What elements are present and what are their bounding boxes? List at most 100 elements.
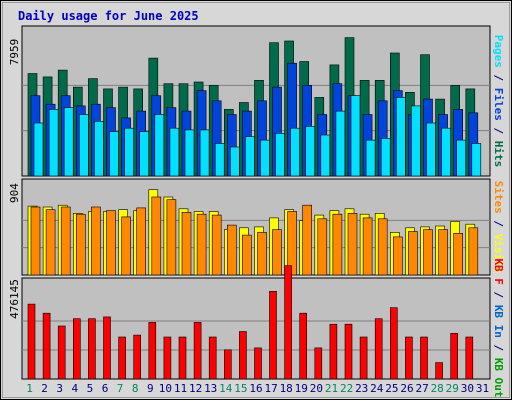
legend-item: / xyxy=(492,214,505,234)
bar-sites-day-15 xyxy=(242,234,252,276)
x-tick-label: 18 xyxy=(280,382,293,395)
x-tick-label: 23 xyxy=(355,382,368,395)
bar-sites-day-2 xyxy=(45,209,56,276)
legend-item: KB In xyxy=(492,305,505,338)
bar-kbf-day-21 xyxy=(329,323,338,380)
x-tick-label: 27 xyxy=(415,382,428,395)
bar-sites-day-18 xyxy=(287,211,297,276)
bar-sites-day-9 xyxy=(151,196,162,276)
bar-pages-day-19 xyxy=(305,126,316,177)
bar-kbf-day-1 xyxy=(27,303,36,380)
bar-pages-day-18 xyxy=(290,127,300,177)
bar-pages-day-30 xyxy=(471,143,482,177)
legend-item: Hits xyxy=(492,141,505,168)
panel-kb-legend: KB F / KB In / KB Out xyxy=(492,258,505,397)
bar-sites-day-12 xyxy=(196,213,207,276)
x-tick-label: 12 xyxy=(189,382,202,395)
panel-hits-bars xyxy=(22,37,490,177)
bar-kbf-day-23 xyxy=(359,336,368,380)
bar-pages-day-1 xyxy=(33,122,44,177)
x-tick-label: 15 xyxy=(234,382,247,395)
bar-pages-day-7 xyxy=(124,127,134,177)
bar-pages-day-14 xyxy=(230,146,240,177)
x-tick-label: 8 xyxy=(132,382,139,395)
bar-kbf-day-7 xyxy=(118,336,126,380)
x-tick-label: 5 xyxy=(87,382,94,395)
bar-pages-day-16 xyxy=(260,139,270,177)
bar-kbf-day-13 xyxy=(208,336,217,380)
x-tick-label: 3 xyxy=(56,382,63,395)
bar-sites-day-6 xyxy=(106,210,116,276)
panel-hits-legend: Pages / Files / Hits xyxy=(492,35,505,168)
bar-kbf-day-19 xyxy=(299,312,308,380)
bar-kbf-day-4 xyxy=(73,318,81,380)
bar-sites-day-14 xyxy=(227,224,237,276)
bar-pages-day-22 xyxy=(350,95,361,177)
bar-sites-day-19 xyxy=(302,204,313,276)
x-tick-label: 30 xyxy=(461,382,474,395)
x-tick-label: 29 xyxy=(446,382,459,395)
bar-pages-day-24 xyxy=(380,138,391,177)
bar-sites-day-28 xyxy=(438,229,448,276)
bar-kbf-day-30 xyxy=(465,336,474,380)
bar-pages-day-11 xyxy=(184,129,195,177)
bar-kbf-day-10 xyxy=(163,336,172,380)
x-tick-label: 4 xyxy=(71,382,78,395)
x-tick-label: 11 xyxy=(174,382,187,395)
bar-kbf-day-8 xyxy=(133,334,141,380)
bar-sites-day-29 xyxy=(453,233,464,276)
bar-pages-day-26 xyxy=(411,105,421,177)
bar-sites-day-22 xyxy=(347,213,358,276)
bar-pages-day-27 xyxy=(426,122,436,177)
bar-pages-day-13 xyxy=(214,143,225,177)
legend-item: / xyxy=(492,68,505,88)
bar-kbf-day-15 xyxy=(239,331,247,380)
legend-item: / xyxy=(492,338,505,358)
legend-item: KB Out xyxy=(492,358,505,398)
x-tick-label: 28 xyxy=(431,382,444,395)
bar-kbf-day-29 xyxy=(450,332,459,380)
legend-item: / xyxy=(492,121,505,141)
bar-kbf-day-2 xyxy=(42,312,51,380)
bar-pages-day-15 xyxy=(245,136,255,177)
legend-item: Sites xyxy=(492,181,505,214)
bar-pages-day-9 xyxy=(154,114,165,177)
x-tick-label: 24 xyxy=(370,382,384,395)
bar-kbf-day-11 xyxy=(178,336,187,380)
bar-kbf-day-12 xyxy=(193,322,202,380)
bar-pages-day-21 xyxy=(335,110,346,177)
bar-sites-day-26 xyxy=(408,231,418,276)
x-tick-label: 2 xyxy=(41,382,48,395)
bar-kbf-day-18 xyxy=(284,265,292,380)
bar-sites-day-20 xyxy=(317,218,328,276)
bar-sites-day-30 xyxy=(468,227,479,276)
bar-kbf-day-16 xyxy=(254,347,262,380)
bar-sites-day-21 xyxy=(332,213,343,276)
bar-sites-day-10 xyxy=(166,199,177,276)
bar-pages-day-23 xyxy=(365,139,376,177)
bar-sites-day-25 xyxy=(392,236,403,276)
bar-pages-day-6 xyxy=(109,131,119,177)
legend-item: Visits xyxy=(492,234,505,274)
x-tick-label: 20 xyxy=(310,382,323,395)
x-tick-label: 16 xyxy=(249,382,262,395)
bar-sites-day-17 xyxy=(272,229,282,276)
legend-item: Files xyxy=(492,88,505,121)
bar-sites-day-16 xyxy=(257,232,267,276)
legend-item: KB F xyxy=(492,258,505,285)
bar-kbf-day-24 xyxy=(374,318,383,380)
x-tick-label: 22 xyxy=(340,382,353,395)
bar-sites-day-3 xyxy=(60,206,71,276)
bar-sites-day-24 xyxy=(377,218,388,276)
panel-hits-ymax: 7959 xyxy=(8,39,21,66)
bar-kbf-day-9 xyxy=(148,322,157,380)
panel-visits-legend: Sites / Visits xyxy=(492,181,505,274)
bar-pages-day-28 xyxy=(441,127,451,177)
bar-kbf-day-5 xyxy=(88,318,96,380)
x-tick-label: 7 xyxy=(117,382,124,395)
x-tick-label: 17 xyxy=(264,382,277,395)
bar-sites-day-11 xyxy=(181,212,192,276)
bar-sites-day-4 xyxy=(76,213,86,276)
bar-sites-day-27 xyxy=(423,229,433,276)
